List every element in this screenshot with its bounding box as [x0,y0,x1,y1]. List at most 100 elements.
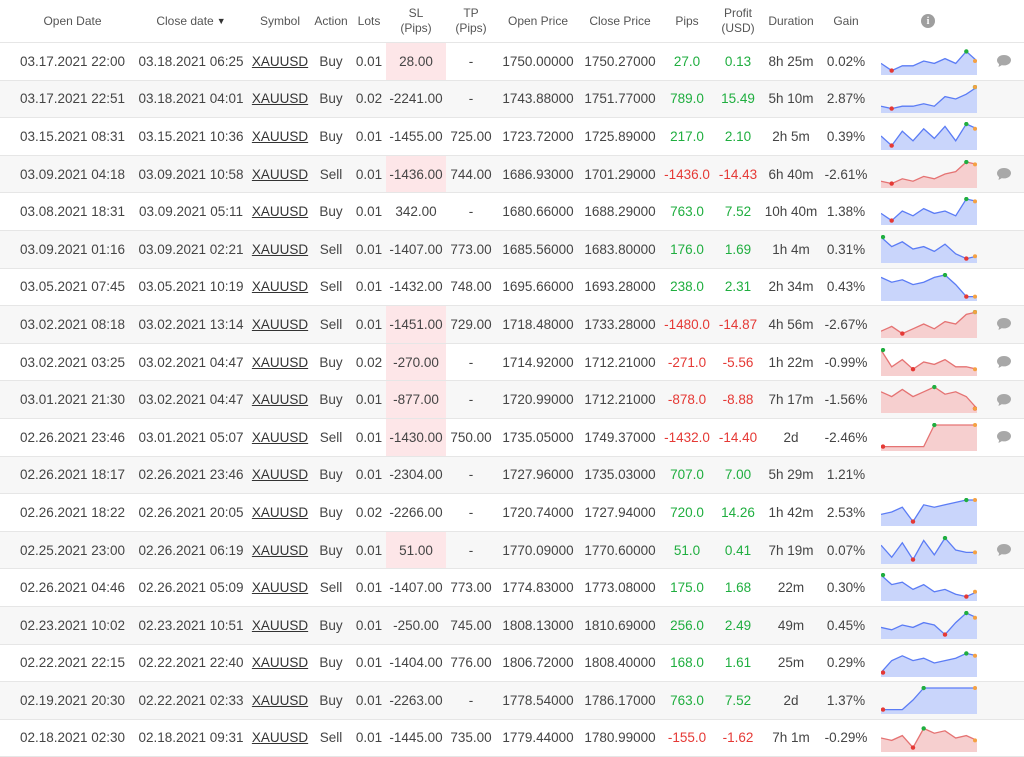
open-date-cell: 03.15.2021 08:31 [19,128,126,144]
sparkline-max-marker [964,498,969,503]
duration-cell: 7h 17m [768,392,814,408]
close-price-cell: 1733.28000 [584,316,656,332]
comment-icon[interactable] [996,43,1012,80]
symbol-link[interactable]: XAUUSD [251,617,309,633]
comment-icon[interactable] [996,156,1012,193]
table-row[interactable]: 03.08.2021 18:31 03.09.2021 05:11 XAUUSD Bu… [0,193,1024,231]
tp-cell: 776.00 [450,655,492,671]
table-row[interactable]: 03.17.2021 22:00 03.18.2021 06:25 XAUUSD Bu… [0,43,1024,81]
symbol-link[interactable]: XAUUSD [251,655,309,671]
comment-icon[interactable] [996,419,1012,456]
header-pips[interactable]: Pips [675,13,699,28]
duration-cell: 7h 1m [772,730,810,746]
trade-sparkline [881,310,977,339]
symbol-link[interactable]: XAUUSD [251,241,309,257]
table-row[interactable]: 02.18.2021 02:30 02.18.2021 09:31 XAUUSD Se… [0,720,1024,757]
symbol-link[interactable]: XAUUSD [251,504,309,520]
header-duration[interactable]: Duration [768,13,814,28]
table-row[interactable]: 02.26.2021 23:46 03.01.2021 05:07 XAUUSD Se… [0,418,1024,457]
symbol-link[interactable]: XAUUSD [251,467,309,483]
table-row[interactable]: 03.02.2021 03:25 03.02.2021 04:47 XAUUSD Bu… [0,343,1024,382]
symbol-link[interactable]: XAUUSD [251,354,309,370]
close-date-cell: 03.01.2021 05:07 [138,429,244,445]
action-cell: Buy [319,354,343,370]
table-row[interactable]: 02.26.2021 18:22 02.26.2021 20:05 XAUUSD Bu… [0,494,1024,532]
header-sl[interactable]: SL (Pips) [400,6,432,35]
duration-cell: 1h 42m [768,504,814,520]
table-row[interactable]: 03.15.2021 08:31 03.15.2021 10:36 XAUUSD Bu… [0,118,1024,156]
sl-cell: 51.00 [386,531,446,569]
comment-icon[interactable] [996,306,1012,343]
symbol-link[interactable]: XAUUSD [251,392,309,408]
table-row[interactable]: 03.09.2021 01:16 03.09.2021 02:21 XAUUSD Se… [0,230,1024,269]
symbol-link[interactable]: XAUUSD [251,542,309,558]
duration-cell: 2h 5m [772,128,810,144]
sparkline-close-marker [973,590,977,595]
close-date-cell: 03.09.2021 02:21 [138,241,244,257]
symbol-link[interactable]: XAUUSD [251,204,309,220]
trade-sparkline [881,49,977,75]
table-row[interactable]: 02.26.2021 04:46 02.26.2021 05:09 XAUUSD Se… [0,569,1024,607]
header-info[interactable]: i [920,0,936,42]
comment-icon[interactable] [996,381,1012,418]
close-date-cell: 02.23.2021 10:51 [138,617,244,633]
table-row[interactable]: 03.01.2021 21:30 03.02.2021 04:47 XAUUSD Bu… [0,381,1024,419]
comment-icon[interactable] [996,532,1012,569]
tp-cell: 735.00 [450,730,492,746]
sl-cell: -1445.00 [389,730,443,746]
header-action[interactable]: Action [314,13,348,28]
action-cell: Sell [319,730,343,746]
lots-cell: 0.01 [355,692,383,708]
header-tp[interactable]: TP (Pips) [455,6,487,35]
sparkline-close-marker [973,162,977,167]
gain-cell: 0.39% [826,128,866,144]
gain-cell: 2.87% [826,91,866,107]
table-row[interactable]: 03.09.2021 04:18 03.09.2021 10:58 XAUUSD Se… [0,155,1024,194]
header-close-price[interactable]: Close Price [589,13,651,28]
header-open-price[interactable]: Open Price [507,13,569,28]
table-row[interactable]: 03.02.2021 08:18 03.02.2021 13:14 XAUUSD Se… [0,306,1024,344]
table-row[interactable]: 02.22.2021 22:15 02.22.2021 22:40 XAUUSD Bu… [0,645,1024,683]
close-date-cell: 02.22.2021 02:33 [138,692,244,708]
sparkline-close-marker [973,686,977,691]
header-open-date[interactable]: Open Date [43,13,102,28]
action-cell: Sell [319,580,343,596]
symbol-link[interactable]: XAUUSD [251,316,309,332]
sl-cell: -877.00 [386,381,446,418]
table-row[interactable]: 02.23.2021 10:02 02.23.2021 10:51 XAUUSD Bu… [0,606,1024,645]
comment-icon[interactable] [996,344,1012,381]
header-lots[interactable]: Lots [357,13,381,28]
table-row[interactable]: 02.25.2021 23:00 02.26.2021 06:19 XAUUSD Bu… [0,531,1024,570]
header-close-date[interactable]: Close date ▼ [156,13,226,28]
symbol-link[interactable]: XAUUSD [251,166,309,182]
table-row[interactable]: 03.17.2021 22:51 03.18.2021 04:01 XAUUSD Bu… [0,80,1024,119]
trade-sparkline [881,159,977,188]
trade-sparkline [881,573,977,602]
close-date-cell: 02.18.2021 09:31 [138,730,244,746]
trade-sparkline [881,725,977,752]
action-cell: Buy [319,692,343,708]
table-row[interactable]: 02.19.2021 20:30 02.22.2021 02:33 XAUUSD Bu… [0,682,1024,720]
tp-cell: 725.00 [450,128,492,144]
header-symbol[interactable]: Symbol [259,13,300,28]
duration-cell: 5h 29m [768,467,814,483]
symbol-link[interactable]: XAUUSD [251,91,309,107]
table-row[interactable]: 03.05.2021 07:45 03.05.2021 10:19 XAUUSD Se… [0,269,1024,307]
duration-cell: 8h 25m [768,53,814,69]
symbol-link[interactable]: XAUUSD [251,730,309,746]
close-price-cell: 1693.28000 [584,279,656,295]
symbol-link[interactable]: XAUUSD [251,580,309,596]
symbol-link[interactable]: XAUUSD [251,53,309,69]
header-gain[interactable]: Gain [833,13,859,28]
close-price-cell: 1751.77000 [584,91,656,107]
table-row[interactable]: 02.26.2021 18:17 02.26.2021 23:46 XAUUSD Bu… [0,456,1024,495]
symbol-link[interactable]: XAUUSD [251,692,309,708]
symbol-link[interactable]: XAUUSD [251,128,309,144]
profit-cell: 7.52 [724,692,752,708]
close-price-cell: 1725.89000 [584,128,656,144]
header-profit[interactable]: Profit (USD) [721,6,755,35]
symbol-link[interactable]: XAUUSD [251,429,309,445]
symbol-link[interactable]: XAUUSD [251,279,309,295]
close-price-cell: 1727.94000 [584,504,656,520]
sparkline-line [881,612,977,636]
